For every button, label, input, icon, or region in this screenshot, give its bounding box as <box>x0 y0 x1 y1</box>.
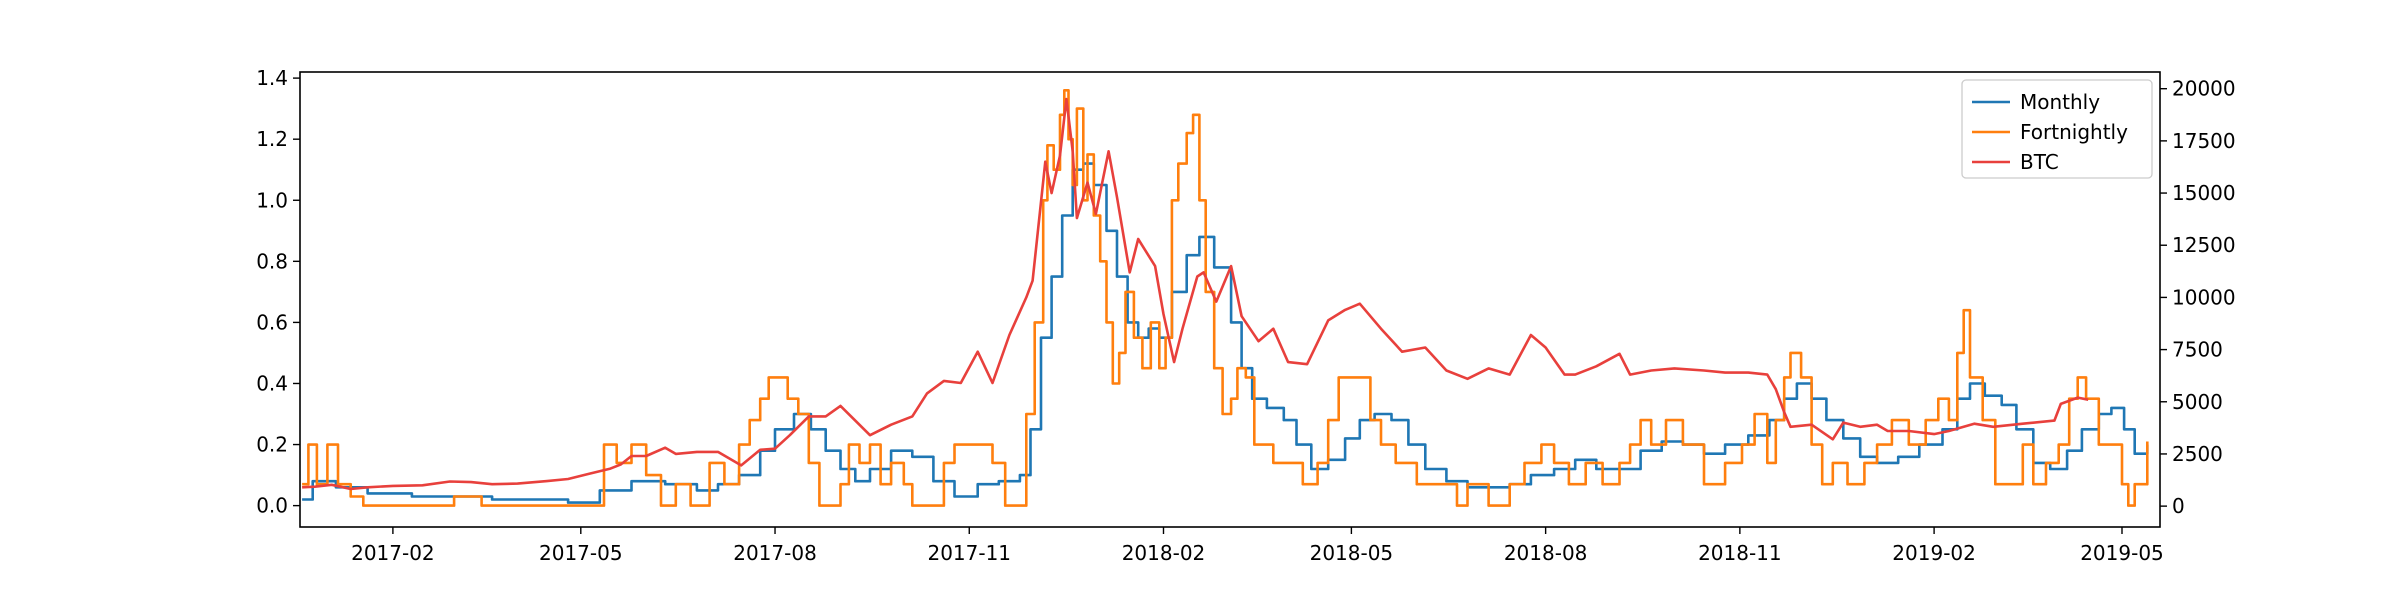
x-tick-label: 2017-02 <box>351 541 435 565</box>
right-y-tick-label: 5000 <box>2172 390 2223 414</box>
right-y-tick-label: 7500 <box>2172 338 2223 362</box>
legend-box <box>1961 79 2153 179</box>
x-tick-label: 2018-05 <box>1310 541 1394 565</box>
right-y-tick-label: 2500 <box>2172 442 2223 466</box>
right-y-tick-label: 0 <box>2172 494 2185 518</box>
x-tick-label: 2019-02 <box>1892 541 1976 565</box>
right-y-axis: 0 2500 5000 7500 10000 12500 15000 17500 20000 <box>2160 77 2236 518</box>
x-tick-label: 2018-11 <box>1698 541 1782 565</box>
left-y-axis: 0.0 0.2 0.4 0.6 0.8 1.0 1.2 1.4 <box>256 66 300 518</box>
x-tick-label: 2017-08 <box>733 541 817 565</box>
x-tick-label: 2018-08 <box>1504 541 1588 565</box>
plot-area-frame <box>299 71 2161 528</box>
left-y-tick-label: 1.4 <box>256 66 288 90</box>
x-tick-label: 2017-11 <box>927 541 1011 565</box>
x-tick-label: 2019-05 <box>2080 541 2164 565</box>
left-y-tick-label: 0.0 <box>256 494 288 518</box>
legend-label-monthly: Monthly <box>2020 90 2100 114</box>
left-y-tick-label: 0.4 <box>256 371 288 395</box>
legend-label-fortnightly: Fortnightly <box>2020 120 2128 144</box>
series-line-fortnightly <box>302 89 2149 507</box>
left-y-tick-label: 1.0 <box>256 188 288 212</box>
series-line-btc <box>302 97 2089 491</box>
right-y-tick-label: 10000 <box>2172 285 2236 309</box>
left-y-tick-label: 0.6 <box>256 310 288 334</box>
x-tick-label: 2017-05 <box>539 541 623 565</box>
legend-label-btc: BTC <box>2020 150 2059 174</box>
x-axis: 2017-02 2017-05 2017-08 2017-11 2018-02 2018-… <box>351 527 2164 565</box>
right-y-tick-label: 20000 <box>2172 77 2236 101</box>
left-y-tick-label: 0.2 <box>256 433 288 457</box>
legend: Monthly Fortnightly BTC <box>1961 79 2153 179</box>
x-tick-label: 2018-02 <box>1122 541 1206 565</box>
left-y-tick-label: 0.8 <box>256 249 288 273</box>
right-y-tick-label: 17500 <box>2172 129 2236 153</box>
right-y-tick-label: 12500 <box>2172 233 2236 257</box>
left-y-tick-label: 1.2 <box>256 127 288 151</box>
series-layer <box>302 89 2149 507</box>
right-y-tick-label: 15000 <box>2172 181 2236 205</box>
